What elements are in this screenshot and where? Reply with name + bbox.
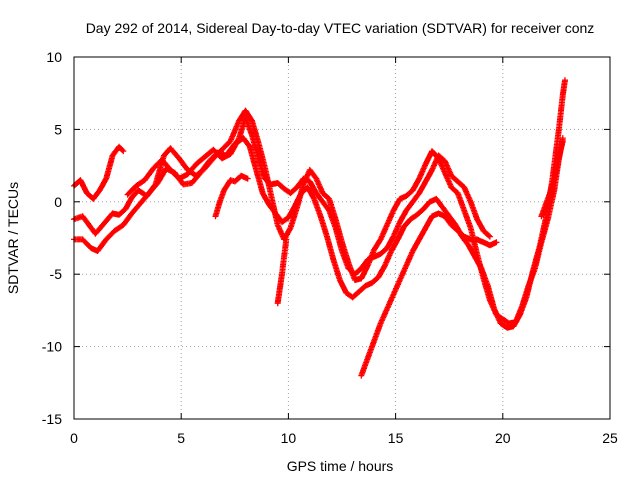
x-tick-label: 20 bbox=[495, 430, 511, 446]
chart-title: Day 292 of 2014, Sidereal Day-to-day VTE… bbox=[86, 20, 595, 36]
series-markers bbox=[538, 138, 566, 220]
series-track-8 bbox=[538, 138, 566, 220]
series-markers bbox=[212, 172, 251, 220]
y-tick-label: -10 bbox=[42, 339, 62, 355]
y-tick-label: 5 bbox=[54, 121, 62, 137]
x-tick-label: 25 bbox=[602, 430, 618, 446]
series-markers bbox=[274, 236, 290, 307]
axis-ticks: 0 5 10 15 20 25 -15 -10 -5 0 5 10 bbox=[42, 49, 618, 446]
x-axis-label: GPS time / hours bbox=[287, 458, 394, 474]
y-axis-label: SDTVAR / TECUs bbox=[5, 182, 21, 294]
x-tick-label: 10 bbox=[281, 430, 297, 446]
x-tick-label: 0 bbox=[70, 430, 78, 446]
series-track-4 bbox=[124, 114, 493, 278]
series-track-5 bbox=[358, 210, 500, 379]
series-markers bbox=[124, 114, 493, 278]
y-tick-label: 10 bbox=[46, 49, 62, 65]
series-track-6 bbox=[274, 236, 290, 307]
y-tick-label: 0 bbox=[54, 194, 62, 210]
series-markers bbox=[358, 210, 500, 379]
y-tick-label: -5 bbox=[50, 266, 63, 282]
plot-frame bbox=[73, 56, 611, 420]
y-tick-label: -15 bbox=[42, 411, 62, 427]
x-tick-label: 15 bbox=[388, 430, 404, 446]
x-tick-label: 5 bbox=[177, 430, 185, 446]
series-track-7 bbox=[212, 172, 251, 220]
grid-lines bbox=[74, 57, 610, 419]
